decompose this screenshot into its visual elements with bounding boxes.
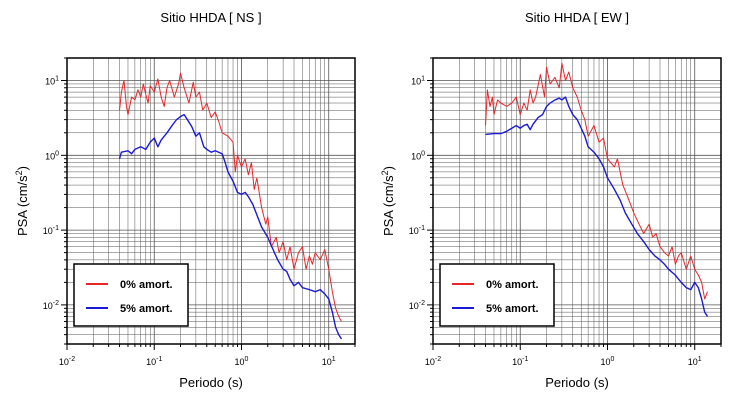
legend-box [73,263,189,327]
y-tick-label: 10-2 [43,300,59,311]
series-line-blue [485,96,709,317]
series-line-red [485,62,708,300]
y-tick-label: 100 [45,150,59,161]
series-line-blue [118,113,343,340]
y-tick-label: 101 [45,76,59,87]
grid [67,58,355,344]
y-tick-label: 10-1 [409,225,425,236]
series-line-red [119,72,342,322]
x-tick-label: 10-2 [425,356,441,367]
legend-label: 0% amort. [120,279,173,291]
x-tick-label: 101 [322,356,336,367]
x-tick-label: 100 [601,356,615,367]
legend-label: 0% amort. [486,279,539,291]
x-tick-label: 10-2 [59,356,75,367]
legend: 0% amort. 5% amort. [73,263,189,327]
x-tick-label: 100 [235,356,249,367]
x-tick-label: 101 [688,356,702,367]
x-axis-label: Periodo (s) [179,375,243,390]
x-tick-label: 10-1 [512,356,528,367]
y-axis-label: PSA (cm/s2) [380,166,396,236]
y-axis-label: PSA (cm/s2) [14,166,30,236]
legend-label: 5% amort. [120,303,173,315]
legend: 0% amort. 5% amort. [439,263,555,327]
y-tick-label: 10-2 [409,300,425,311]
y-tick-label: 101 [411,76,425,87]
legend-label: 5% amort. [486,303,539,315]
chart-title: Sitio HHDA [ NS ] [160,10,261,25]
y-tick-label: 10-1 [43,225,59,236]
chart-title: Sitio HHDA [ EW ] [525,10,629,25]
legend-box [439,263,555,327]
chart-panel-1: Sitio HHDA [ NS ] 10-2 10-1 100 101 10-2 10-1 1… [14,10,356,390]
plot-frame [432,57,722,345]
y-tick-label: 100 [411,150,425,161]
x-tick-label: 10-1 [146,356,162,367]
x-axis-label: Periodo (s) [545,375,609,390]
chart-panel-2: Sitio HHDA [ EW ] 10-2 10-1 100 101 10-2 10-1 1… [380,10,722,390]
plot-frame [66,57,356,345]
